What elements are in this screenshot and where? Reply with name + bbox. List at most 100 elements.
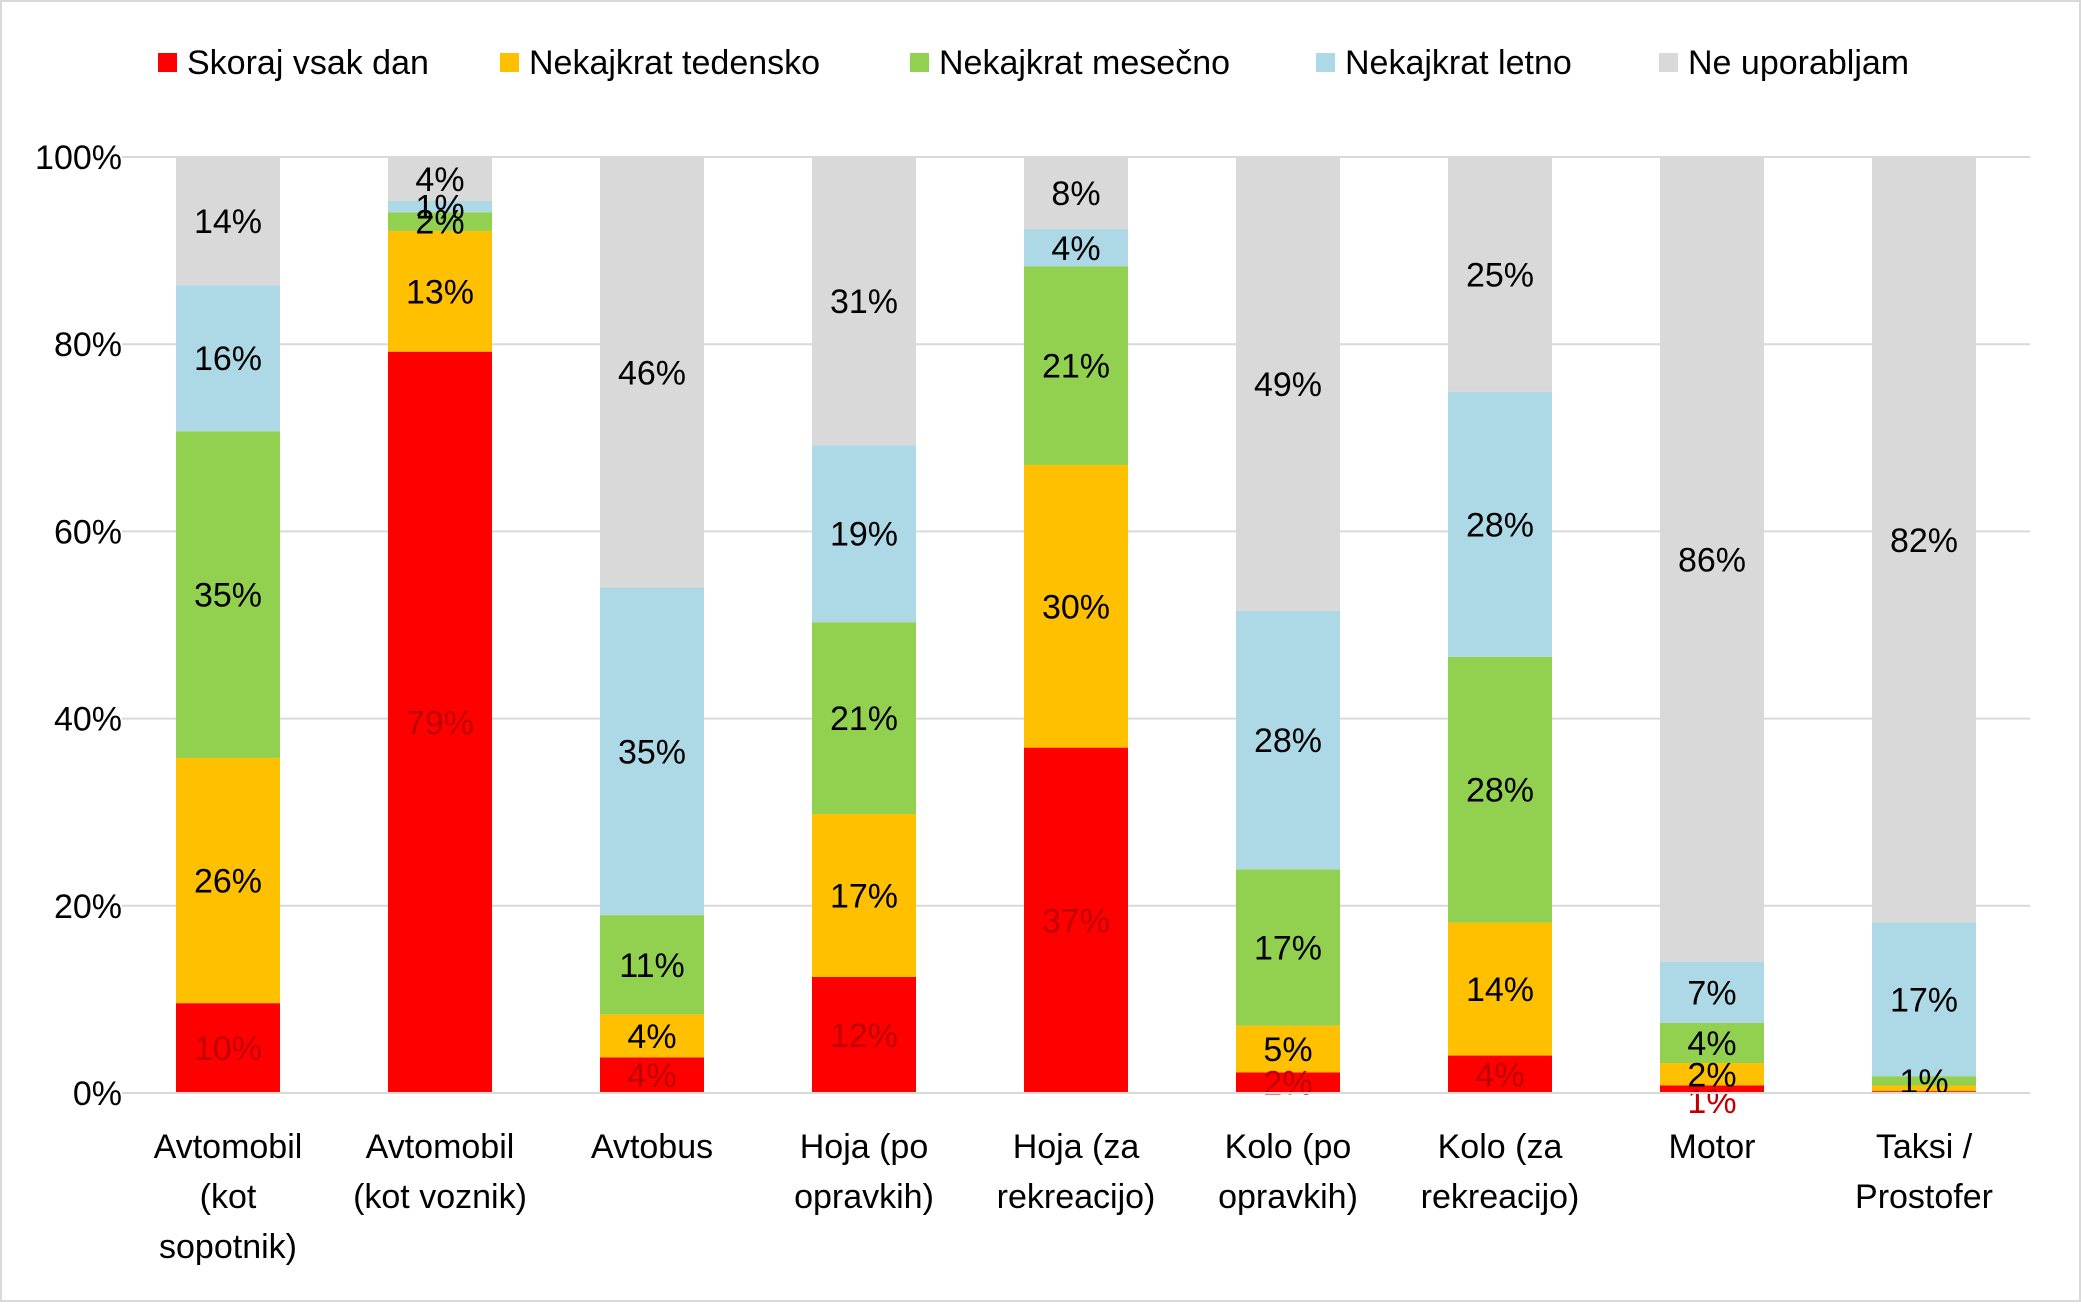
category-label-line: opravkih) bbox=[1218, 1178, 1358, 1216]
data-label-avtobus-ne-uporabljam: 46% bbox=[618, 354, 686, 392]
category-label-line: (kot voznik) bbox=[353, 1178, 527, 1216]
y-tick-label-20: 20% bbox=[54, 888, 122, 926]
data-label-avtobus-nekajkrat-tedensko: 4% bbox=[627, 1018, 676, 1056]
data-label-taksi-prostofer-ne-uporabljam: 82% bbox=[1890, 522, 1958, 560]
legend-label-nekajkrat-mesecno: Nekajkrat mesečno bbox=[939, 44, 1230, 82]
bar-motor-nekajkrat-mesecno bbox=[1660, 1022, 1764, 1064]
data-label-hoja-po-opravkih-skoraj-vsak-dan: 12% bbox=[830, 1017, 898, 1055]
data-label-hoja-za-rekreacijo-nekajkrat-tedensko: 30% bbox=[1042, 588, 1110, 626]
y-tick-label-40: 40% bbox=[54, 701, 122, 739]
data-label-kolo-za-rekreacijo-nekajkrat-tedensko: 14% bbox=[1466, 971, 1534, 1009]
data-label-avtomobil-kot-voznik-nekajkrat-mesecno: 2% bbox=[415, 204, 464, 242]
bar-kolo-po-opravkih-nekajkrat-letno bbox=[1236, 610, 1340, 870]
category-label-line: Avtomobil bbox=[366, 1128, 515, 1166]
bar-avtomobil-kot-sopotnik-nekajkrat-letno bbox=[176, 285, 280, 432]
y-tick-label-80: 80% bbox=[54, 326, 122, 364]
bar-motor-nekajkrat-tedensko bbox=[1660, 1063, 1764, 1086]
bars bbox=[176, 157, 1976, 1093]
legend-label-nekajkrat-letno: Nekajkrat letno bbox=[1345, 44, 1572, 82]
bar-kolo-za-rekreacijo-nekajkrat-tedensko bbox=[1448, 922, 1552, 1056]
category-label-line: (kot bbox=[200, 1178, 257, 1216]
data-label-hoja-za-rekreacijo-nekajkrat-letno: 4% bbox=[1051, 230, 1100, 268]
data-label-motor-nekajkrat-letno: 7% bbox=[1687, 974, 1736, 1012]
bar-avtomobil-kot-sopotnik-nekajkrat-tedensko bbox=[176, 757, 280, 1004]
bar-hoja-po-opravkih-nekajkrat-tedensko bbox=[812, 814, 916, 977]
bar-avtomobil-kot-voznik-nekajkrat-letno bbox=[388, 200, 492, 213]
data-label-hoja-po-opravkih-nekajkrat-tedensko: 17% bbox=[830, 878, 898, 916]
data-label-motor-ne-uporabljam: 86% bbox=[1678, 541, 1746, 579]
bar-motor-skoraj-vsak-dan bbox=[1660, 1085, 1764, 1093]
bar-hoja-za-rekreacijo-nekajkrat-mesecno bbox=[1024, 266, 1128, 465]
data-label-avtomobil-kot-sopotnik-ne-uporabljam: 14% bbox=[194, 203, 262, 241]
bar-hoja-za-rekreacijo-skoraj-vsak-dan bbox=[1024, 747, 1128, 1093]
data-label-avtomobil-kot-voznik-nekajkrat-tedensko: 13% bbox=[406, 273, 474, 311]
legend: Skoraj vsak dan Nekajkrat tedensko Nekajkr… bbox=[158, 44, 1909, 82]
data-label-taksi-prostofer-nekajkrat-mesecno: 1% bbox=[1899, 1063, 1948, 1101]
category-label-line: Kolo (za bbox=[1438, 1128, 1563, 1166]
y-tick-label-0: 0% bbox=[73, 1075, 122, 1113]
data-label-kolo-za-rekreacijo-nekajkrat-mesecno: 28% bbox=[1466, 772, 1534, 810]
bar-avtobus-nekajkrat-mesecno bbox=[600, 915, 704, 1015]
bar-taksi-prostofer-nekajkrat-mesecno bbox=[1872, 1076, 1976, 1086]
y-axis: 0% 20% 40% 60% 80% 100% bbox=[35, 139, 122, 1113]
bar-labels: 10%26%35%16%14%79%13%2%1%4%4%4%11%35%46%… bbox=[194, 161, 1958, 1121]
data-label-avtomobil-kot-sopotnik-nekajkrat-letno: 16% bbox=[194, 340, 262, 378]
bar-kolo-po-opravkih-skoraj-vsak-dan bbox=[1236, 1072, 1340, 1093]
bar-avtomobil-kot-sopotnik-ne-uporabljam bbox=[176, 157, 280, 286]
bar-hoja-za-rekreacijo-ne-uporabljam bbox=[1024, 157, 1128, 230]
category-label-line: Hoja (za bbox=[1013, 1128, 1140, 1166]
data-label-hoja-po-opravkih-ne-uporabljam: 31% bbox=[830, 283, 898, 321]
bar-kolo-za-rekreacijo-nekajkrat-mesecno bbox=[1448, 656, 1552, 923]
bar-hoja-po-opravkih-nekajkrat-letno bbox=[812, 445, 916, 623]
data-label-motor-nekajkrat-mesecno: 4% bbox=[1687, 1025, 1736, 1063]
bar-taksi-prostofer-ne-uporabljam bbox=[1872, 157, 1976, 923]
bar-hoja-po-opravkih-nekajkrat-mesecno bbox=[812, 622, 916, 815]
data-label-avtobus-nekajkrat-mesecno: 11% bbox=[619, 947, 685, 985]
data-label-hoja-za-rekreacijo-nekajkrat-mesecno: 21% bbox=[1042, 348, 1110, 386]
data-label-taksi-prostofer-nekajkrat-letno: 17% bbox=[1890, 981, 1958, 1019]
bar-kolo-za-rekreacijo-nekajkrat-letno bbox=[1448, 391, 1552, 657]
bar-hoja-za-rekreacijo-nekajkrat-letno bbox=[1024, 229, 1128, 267]
data-label-avtomobil-kot-sopotnik-nekajkrat-mesecno: 35% bbox=[194, 577, 262, 615]
bar-avtomobil-kot-voznik-nekajkrat-mesecno bbox=[388, 212, 492, 231]
data-label-kolo-po-opravkih-skoraj-vsak-dan: 2% bbox=[1263, 1065, 1312, 1103]
legend-label-ne-uporabljam: Ne uporabljam bbox=[1688, 44, 1909, 82]
bar-avtobus-nekajkrat-letno bbox=[600, 587, 704, 916]
y-tick-label-60: 60% bbox=[54, 513, 122, 551]
bar-motor-ne-uporabljam bbox=[1660, 157, 1764, 962]
bar-motor-nekajkrat-letno bbox=[1660, 961, 1764, 1023]
legend-label-skoraj-vsak-dan: Skoraj vsak dan bbox=[187, 44, 429, 82]
data-label-avtomobil-kot-voznik-nekajkrat-letno: 1% bbox=[415, 189, 464, 227]
data-label-motor-skoraj-vsak-dan: 1% bbox=[1687, 1083, 1736, 1121]
x-axis: Avtomobil (kot sopotnik) Avtomobil (kot vozn… bbox=[122, 1092, 2030, 1266]
category-label-taksi-prostofer: Taksi / Prostofer bbox=[1855, 1128, 1993, 1216]
bar-avtomobil-kot-voznik-ne-uporabljam bbox=[388, 157, 492, 201]
category-label-hoja-za-rekreacijo: Hoja (za rekreacijo) bbox=[997, 1128, 1156, 1216]
bar-kolo-po-opravkih-nekajkrat-mesecno bbox=[1236, 869, 1340, 1026]
data-label-hoja-po-opravkih-nekajkrat-letno: 19% bbox=[830, 516, 898, 554]
category-label-line: Taksi / bbox=[1876, 1128, 1973, 1166]
legend-swatch-nekajkrat-tedensko bbox=[500, 53, 519, 72]
data-label-avtomobil-kot-voznik-ne-uporabljam: 4% bbox=[415, 161, 464, 199]
data-label-avtomobil-kot-sopotnik-nekajkrat-tedensko: 26% bbox=[194, 863, 262, 901]
y-tick-label-100: 100% bbox=[35, 139, 122, 177]
bar-avtobus-nekajkrat-tedensko bbox=[600, 1014, 704, 1058]
data-label-hoja-za-rekreacijo-ne-uporabljam: 8% bbox=[1051, 175, 1100, 213]
category-label-motor: Motor bbox=[1669, 1128, 1756, 1166]
category-label-avtomobil-kot-voznik: Avtomobil (kot voznik) bbox=[353, 1128, 527, 1216]
bar-avtomobil-kot-sopotnik-nekajkrat-mesecno bbox=[176, 431, 280, 758]
data-label-hoja-po-opravkih-nekajkrat-mesecno: 21% bbox=[830, 700, 898, 738]
bar-avtobus-skoraj-vsak-dan bbox=[600, 1057, 704, 1093]
bar-taksi-prostofer-nekajkrat-letno bbox=[1872, 922, 1976, 1077]
category-label-line: Prostofer bbox=[1855, 1178, 1993, 1216]
category-label-line: Avtomobil bbox=[154, 1128, 303, 1166]
bar-kolo-po-opravkih-nekajkrat-tedensko bbox=[1236, 1025, 1340, 1073]
bar-kolo-za-rekreacijo-skoraj-vsak-dan bbox=[1448, 1055, 1552, 1093]
legend-swatch-skoraj-vsak-dan bbox=[158, 53, 177, 72]
category-label-line: Avtobus bbox=[591, 1128, 713, 1166]
bar-avtomobil-kot-voznik-skoraj-vsak-dan bbox=[388, 351, 492, 1093]
category-label-kolo-za-rekreacijo: Kolo (za rekreacijo) bbox=[1421, 1128, 1580, 1216]
category-label-line: opravkih) bbox=[794, 1178, 934, 1216]
data-label-avtobus-skoraj-vsak-dan: 4% bbox=[627, 1057, 676, 1095]
